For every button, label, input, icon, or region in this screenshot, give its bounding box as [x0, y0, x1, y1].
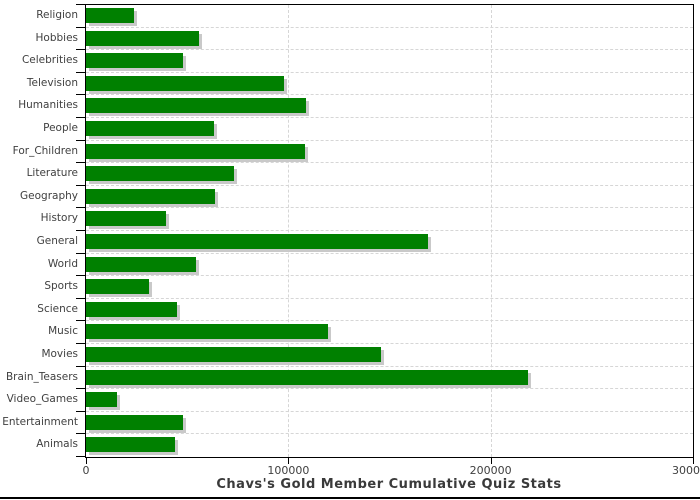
bar-humanities [86, 98, 306, 114]
bar-animals [86, 437, 176, 453]
row-world [86, 254, 693, 277]
bar-geography [86, 188, 216, 204]
chart-title: Chavs's Gold Member Cumulative Quiz Stat… [216, 477, 562, 492]
category-label-television: Television [26, 76, 78, 89]
x-axis-tick-300000 [693, 458, 694, 464]
gridline-100000 [288, 5, 290, 457]
bar-religion [86, 8, 134, 23]
y-axis-tick [76, 456, 85, 457]
y-axis-tick [76, 297, 85, 299]
y-axis-tick [76, 139, 85, 141]
y-axis-tick [76, 252, 85, 254]
image-bottom-border [0, 497, 700, 499]
y-axis-tick [76, 184, 85, 186]
x-axis-tick-200000 [490, 458, 492, 464]
category-label-geography: Geography [20, 189, 78, 202]
y-axis-tick [76, 26, 85, 28]
gridline-200000 [490, 5, 492, 457]
y-axis-tick [76, 343, 85, 344]
y-axis-tick [76, 207, 85, 209]
row-celebrities [86, 50, 693, 73]
category-label-animals: Animals [36, 438, 78, 451]
category-label-movies: Movies [41, 348, 78, 360]
plot-area [85, 4, 694, 458]
category-label-literature: Literature [26, 167, 78, 180]
y-axis-tick [76, 320, 85, 322]
category-label-entertainment: Entertainment [2, 415, 78, 428]
y-axis-tick [76, 117, 85, 118]
bar-television [86, 75, 285, 91]
row-people [86, 118, 693, 141]
bar-science [86, 301, 178, 317]
y-axis-tick [76, 49, 85, 51]
row-science [86, 299, 693, 322]
bar-sports [86, 279, 149, 295]
category-label-science: Science [37, 302, 78, 315]
bar-for_children [86, 143, 305, 159]
row-television [86, 73, 693, 96]
bar-rows [86, 5, 693, 457]
bar-hobbies [86, 30, 200, 46]
y-axis-tick [76, 388, 85, 390]
x-axis-tick-label-0: 0 [82, 464, 90, 477]
category-label-world: World [47, 257, 78, 270]
x-axis-tick-label-100000: 100000 [267, 464, 310, 477]
category-label-people: People [43, 122, 78, 134]
bar-brain_teasers [86, 369, 529, 385]
row-humanities [86, 95, 693, 118]
category-label-celebrities: Celebrities [21, 54, 78, 67]
row-animals [86, 434, 693, 457]
category-label-for_children: For_Children [12, 144, 78, 157]
bar-literature [86, 166, 234, 182]
bar-video_games [86, 392, 118, 408]
category-label-general: General [36, 235, 78, 247]
y-axis-tick [76, 433, 85, 435]
category-label-video_games: Video_Games [6, 393, 78, 406]
category-label-history: History [40, 212, 78, 225]
row-general [86, 231, 693, 254]
y-axis-tick [76, 275, 85, 277]
category-label-religion: Religion [36, 9, 78, 21]
bar-music [86, 324, 328, 340]
row-brain_teasers [86, 367, 693, 390]
y-axis-tick [76, 94, 85, 96]
row-sports [86, 276, 693, 299]
row-movies [86, 344, 693, 367]
row-religion [86, 5, 693, 28]
bar-history [86, 211, 166, 227]
y-axis-tick [76, 410, 85, 412]
row-literature [86, 163, 693, 186]
row-music [86, 321, 693, 344]
bar-celebrities [86, 53, 184, 69]
bar-world [86, 256, 197, 272]
y-axis-tick [76, 365, 85, 367]
x-axis-tick-100000 [288, 458, 290, 464]
x-axis-tick-0 [86, 458, 87, 464]
y-axis-tick [76, 4, 85, 5]
row-hobbies [86, 28, 693, 51]
category-label-brain_teasers: Brain_Teasers [5, 370, 78, 383]
category-label-humanities: Humanities [18, 99, 78, 112]
x-axis-tick-label-300000: 300000 [672, 464, 700, 477]
y-axis-tick [76, 162, 85, 164]
category-label-sports: Sports [44, 280, 78, 293]
x-axis-tick-label-200000: 200000 [469, 464, 512, 477]
row-history [86, 208, 693, 231]
bar-movies [86, 346, 382, 362]
y-axis-tick [76, 71, 85, 73]
row-geography [86, 186, 693, 209]
row-for_children [86, 141, 693, 164]
bar-entertainment [86, 414, 184, 430]
y-axis-tick [76, 230, 85, 231]
row-entertainment [86, 412, 693, 435]
bar-people [86, 120, 215, 136]
category-label-music: Music [48, 325, 78, 338]
bar-general [86, 233, 428, 249]
category-label-hobbies: Hobbies [35, 31, 79, 44]
row-video_games [86, 389, 693, 412]
